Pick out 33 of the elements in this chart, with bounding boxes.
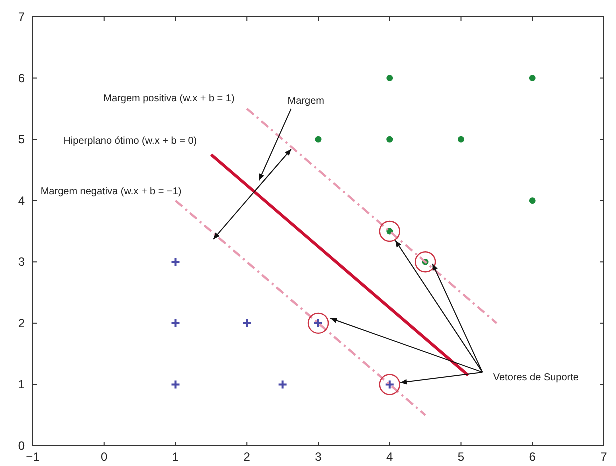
y-tick-label: 6 — [18, 71, 26, 86]
annotation: Hiperplano ótimo (w.x + b = 0) — [64, 136, 198, 147]
point — [315, 136, 322, 143]
y-tick-label: 2 — [18, 316, 26, 330]
y-tick-label: 0 — [18, 439, 26, 453]
x-tick-label: 3 — [315, 450, 322, 464]
y-tick-label: 4 — [18, 194, 26, 208]
x-tick-label: 7 — [600, 450, 608, 464]
annotation: Vetores de Suporte — [493, 372, 580, 384]
point — [170, 380, 181, 390]
point — [242, 318, 252, 328]
y-tick-label: 5 — [18, 132, 26, 147]
annotation: Margem positiva (w.x + b = 1) — [104, 94, 235, 105]
x-tick-label: 0 — [101, 450, 108, 464]
x-tick-label: 5 — [458, 450, 465, 464]
y-tick-label: 1 — [18, 378, 26, 392]
x-tick-label: 4 — [386, 450, 394, 464]
annotation: Margem — [288, 96, 324, 108]
point — [458, 136, 464, 143]
point — [170, 318, 181, 328]
x-tick-label: 6 — [529, 450, 536, 464]
point — [529, 75, 536, 82]
point — [278, 380, 288, 390]
point — [386, 75, 394, 82]
annotation: Margem negativa (w.x + b = −1) — [40, 186, 182, 198]
y-tick-label: 3 — [18, 255, 26, 270]
x-tick-label: 2 — [244, 450, 251, 464]
point — [529, 198, 536, 204]
point — [170, 257, 181, 268]
x-tick-label: −1 — [26, 450, 40, 464]
y-tick-label: 7 — [18, 10, 26, 24]
x-tick-label: 1 — [172, 450, 180, 464]
point — [386, 136, 394, 143]
